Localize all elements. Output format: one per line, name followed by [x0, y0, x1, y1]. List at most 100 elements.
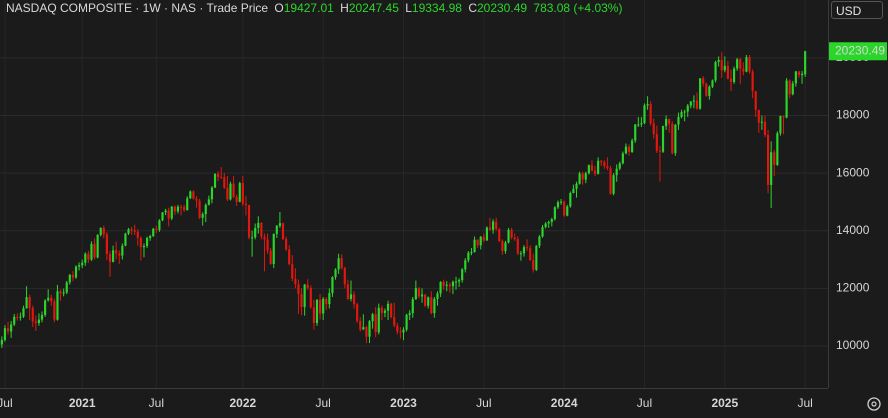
candle-body — [729, 78, 733, 83]
candle-body — [213, 173, 217, 188]
settings-button[interactable] — [867, 397, 881, 411]
candle-body — [791, 83, 794, 95]
candle-body — [278, 223, 281, 226]
candle-body — [99, 227, 102, 235]
candle-body — [90, 243, 93, 260]
candle-body — [569, 192, 572, 207]
gear-outline — [867, 397, 881, 411]
candle-body — [210, 187, 214, 200]
candle-body — [411, 299, 414, 314]
candle-body — [723, 65, 726, 71]
candle-body — [130, 229, 133, 231]
candle-body — [637, 124, 640, 126]
candle-body — [544, 223, 547, 228]
candle-body — [22, 308, 25, 317]
ohlc-label: H — [340, 1, 349, 15]
candle-body — [251, 237, 254, 239]
candle-body — [699, 78, 702, 109]
candle-body — [6, 328, 10, 332]
candle-body — [424, 294, 427, 306]
candle-body — [266, 239, 269, 251]
candle-body — [566, 206, 569, 216]
candle-body — [742, 68, 745, 72]
x-tick-label: Jul — [797, 396, 812, 410]
candle-body — [328, 293, 331, 305]
candle-body — [204, 204, 207, 215]
candle-body — [217, 173, 220, 178]
y-tick-label: 18000 — [836, 108, 870, 122]
candle-body — [105, 234, 108, 255]
x-tick-label: 2024 — [551, 396, 578, 410]
candle-body — [62, 292, 65, 294]
candle-body — [263, 236, 266, 240]
candle-body — [176, 206, 180, 212]
candle-body — [368, 321, 371, 337]
candle-body — [556, 202, 560, 208]
candle-body — [525, 247, 529, 249]
candle-body — [318, 299, 322, 314]
candle-body — [760, 121, 763, 123]
candle-body — [111, 250, 115, 262]
candle-body — [692, 100, 695, 102]
candle-body — [643, 105, 646, 124]
candle-body — [773, 152, 776, 165]
candle-body — [702, 78, 705, 84]
candle-body — [695, 100, 699, 109]
currency-button[interactable]: USD — [831, 1, 883, 19]
x-tick-label: Jul — [149, 396, 164, 410]
candle-body — [600, 160, 603, 163]
candle-body — [788, 80, 791, 95]
candle-body — [624, 146, 628, 154]
ohlc-value: 20247.45 — [348, 1, 399, 15]
candle-body — [315, 299, 319, 323]
candle-body — [593, 170, 597, 174]
x-tick-label: Jul — [315, 396, 330, 410]
candle-body — [102, 227, 105, 235]
candle-body — [776, 133, 779, 165]
candle-body — [108, 254, 112, 262]
x-tick-label: Jul — [637, 396, 652, 410]
candle-body — [183, 207, 186, 211]
candle-body — [275, 225, 278, 234]
candle-body — [257, 222, 260, 228]
candle-body — [133, 230, 136, 232]
candle-body — [535, 245, 538, 270]
candle-body — [201, 214, 204, 218]
candle-body — [402, 329, 405, 333]
candle-body — [668, 119, 671, 124]
candle-body — [461, 269, 464, 281]
candle-body — [229, 183, 232, 200]
candle-body — [300, 293, 303, 307]
candle-body — [238, 183, 241, 202]
candle-body — [757, 109, 760, 123]
candle-body — [285, 239, 288, 250]
gear-center — [871, 401, 877, 407]
axes: 100001200014000160001800020000Jul2021Jul… — [0, 42, 887, 410]
candle-body — [720, 60, 723, 71]
candle-body — [281, 223, 285, 240]
candle-body — [631, 140, 634, 152]
candle-body — [167, 210, 170, 219]
candle-body — [797, 71, 801, 76]
candle-body — [37, 319, 41, 324]
candle-body — [189, 191, 192, 199]
candle-body — [96, 234, 99, 258]
candle-body — [488, 227, 492, 230]
candle-body — [553, 207, 556, 220]
candle-body — [306, 284, 309, 288]
candle-body — [634, 124, 637, 141]
y-tick-label: 14000 — [836, 223, 870, 237]
candle-body — [498, 229, 501, 241]
candle-body — [711, 80, 714, 87]
x-tick-label: Jul — [0, 396, 13, 410]
candle-body — [294, 278, 297, 285]
candle-body — [705, 83, 708, 96]
candle-body — [16, 316, 19, 318]
candle-body — [445, 284, 448, 286]
candle-body — [371, 314, 374, 322]
candle-body — [649, 104, 652, 124]
candle-body — [380, 307, 383, 313]
candle-body — [247, 205, 251, 238]
candle-body — [198, 200, 201, 218]
